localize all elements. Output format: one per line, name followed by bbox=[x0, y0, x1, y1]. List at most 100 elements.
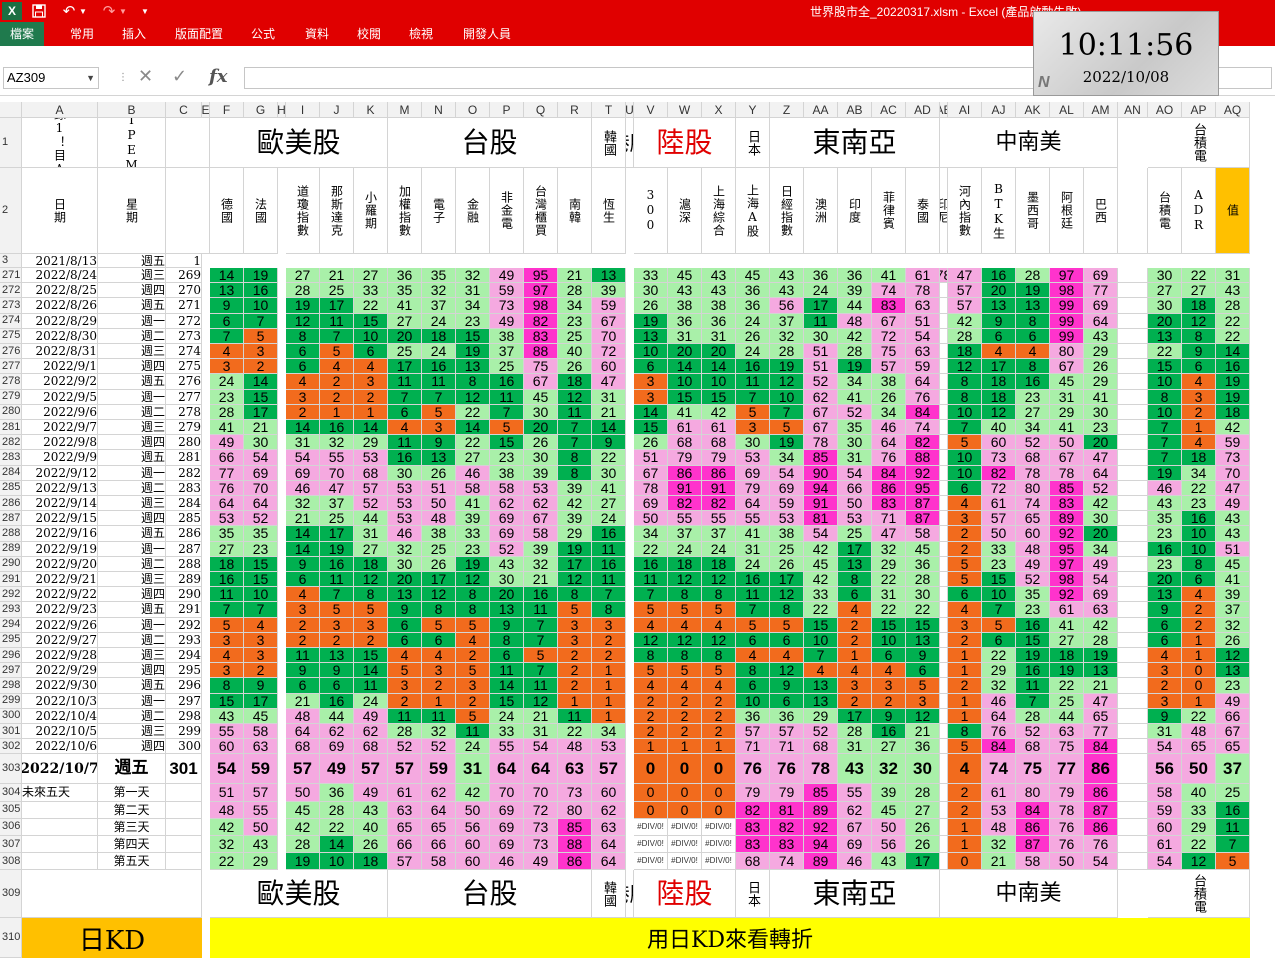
data-cell[interactable]: 92 bbox=[1050, 526, 1084, 542]
data-cell[interactable]: 3 bbox=[210, 632, 244, 648]
data-cell[interactable] bbox=[1118, 313, 1148, 329]
data-cell[interactable]: 16 bbox=[388, 450, 422, 466]
data-cell[interactable]: 98 bbox=[1050, 283, 1084, 299]
data-cell[interactable]: 67 bbox=[634, 465, 668, 481]
data-cell[interactable]: 28 bbox=[286, 283, 320, 299]
row-header[interactable]: 309 bbox=[0, 870, 22, 919]
data-cell[interactable]: 69 bbox=[490, 801, 524, 819]
cell-day[interactable]: 週二 bbox=[98, 480, 166, 496]
data-cell[interactable]: 56 bbox=[872, 836, 906, 854]
column-header[interactable]: AD bbox=[906, 102, 940, 118]
data-cell[interactable]: 79 bbox=[668, 450, 702, 466]
data-cell[interactable]: 9 bbox=[1148, 602, 1182, 618]
data-cell[interactable]: 67 bbox=[872, 313, 906, 329]
data-cell[interactable]: 5 bbox=[948, 739, 982, 755]
data-cell[interactable]: 0 bbox=[634, 801, 668, 819]
data-cell[interactable]: 40 bbox=[982, 420, 1016, 436]
section-header[interactable]: 港股 bbox=[626, 118, 634, 168]
data-cell[interactable]: 19 bbox=[456, 556, 490, 572]
data-cell[interactable]: 4 bbox=[244, 617, 278, 633]
data-cell[interactable]: 15 bbox=[1148, 359, 1182, 375]
data-cell[interactable]: 26 bbox=[422, 465, 456, 481]
data-cell[interactable]: 37 bbox=[490, 344, 524, 360]
data-cell[interactable]: 3 bbox=[354, 617, 388, 633]
data-cell[interactable]: 37 bbox=[702, 526, 736, 542]
data-cell[interactable]: 49 bbox=[1084, 556, 1118, 572]
data-cell[interactable]: 22 bbox=[456, 435, 490, 451]
data-cell[interactable]: 55 bbox=[244, 801, 278, 819]
data-cell[interactable]: 2 bbox=[948, 784, 982, 802]
data-cell[interactable]: 41 bbox=[1216, 572, 1250, 588]
data-cell[interactable]: 6 bbox=[948, 587, 982, 603]
data-cell[interactable]: 16 bbox=[1148, 541, 1182, 557]
data-cell[interactable] bbox=[1118, 708, 1148, 724]
data-cell[interactable]: 28 bbox=[558, 283, 592, 299]
data-cell[interactable]: 65 bbox=[1216, 739, 1250, 755]
data-cell[interactable]: 22 bbox=[804, 602, 838, 618]
data-cell[interactable]: 28 bbox=[320, 801, 354, 819]
data-cell[interactable]: 67 bbox=[592, 313, 626, 329]
data-cell[interactable]: 20 bbox=[1148, 313, 1182, 329]
data-cell[interactable]: 10 bbox=[702, 374, 736, 390]
data-cell[interactable] bbox=[940, 708, 948, 724]
data-cell[interactable]: 28 bbox=[286, 836, 320, 854]
data-cell[interactable]: 21 bbox=[286, 693, 320, 709]
column-label[interactable]: 上海A股 bbox=[736, 168, 770, 254]
data-cell[interactable]: 18 bbox=[1182, 450, 1216, 466]
data-cell[interactable] bbox=[1118, 496, 1148, 512]
data-cell[interactable]: 11 bbox=[736, 587, 770, 603]
data-cell[interactable] bbox=[940, 784, 948, 802]
data-cell[interactable]: 12 bbox=[422, 587, 456, 603]
data-cell[interactable]: 17 bbox=[906, 853, 940, 871]
data-cell[interactable]: 3 bbox=[948, 617, 982, 633]
data-cell[interactable] bbox=[1118, 739, 1148, 755]
row-header[interactable]: 281 bbox=[0, 420, 22, 436]
data-cell[interactable]: 29 bbox=[982, 663, 1016, 679]
data-cell[interactable]: 17 bbox=[770, 572, 804, 588]
data-cell[interactable]: 70 bbox=[592, 328, 626, 344]
data-cell[interactable] bbox=[940, 404, 948, 420]
data-cell[interactable]: 49 bbox=[490, 268, 524, 284]
data-cell[interactable]: 8 bbox=[456, 374, 490, 390]
data-cell[interactable]: 42 bbox=[558, 496, 592, 512]
data-cell[interactable]: 0 bbox=[702, 784, 736, 802]
row-header[interactable]: 277 bbox=[0, 359, 22, 375]
data-cell[interactable]: 16 bbox=[490, 374, 524, 390]
data-cell[interactable]: 6 bbox=[388, 617, 422, 633]
data-cell[interactable]: 15 bbox=[906, 617, 940, 633]
data-cell[interactable]: 15 bbox=[1016, 632, 1050, 648]
data-cell[interactable]: 14 bbox=[354, 663, 388, 679]
cell-day[interactable]: 週四 bbox=[98, 283, 166, 299]
data-cell[interactable]: 8 bbox=[1182, 556, 1216, 572]
data-cell[interactable]: 7 bbox=[524, 663, 558, 679]
data-cell[interactable]: 16 bbox=[1216, 359, 1250, 375]
cell-index[interactable]: 271 bbox=[166, 298, 202, 314]
cell-date[interactable]: 2022/9/23 bbox=[22, 602, 98, 618]
data-cell[interactable]: 10 bbox=[770, 389, 804, 405]
data-cell[interactable]: 28 bbox=[906, 784, 940, 802]
cell-index[interactable]: 288 bbox=[166, 556, 202, 572]
data-cell[interactable]: 11 bbox=[524, 602, 558, 618]
data-cell[interactable]: 78 bbox=[1050, 801, 1084, 819]
data-cell[interactable]: 21 bbox=[592, 404, 626, 420]
data-cell[interactable]: 30 bbox=[490, 572, 524, 588]
data-cell[interactable]: 67 bbox=[524, 374, 558, 390]
data-cell[interactable]: 18 bbox=[354, 853, 388, 871]
data-cell[interactable]: 88 bbox=[906, 450, 940, 466]
data-cell[interactable]: 77 bbox=[1050, 754, 1084, 785]
data-cell[interactable]: 22 bbox=[592, 450, 626, 466]
data-cell[interactable]: 71 bbox=[736, 739, 770, 755]
data-cell[interactable]: 45 bbox=[244, 708, 278, 724]
formula-input[interactable] bbox=[244, 67, 1272, 89]
data-cell[interactable]: 43 bbox=[354, 801, 388, 819]
data-cell[interactable]: 69 bbox=[286, 465, 320, 481]
data-cell[interactable]: 15 bbox=[982, 572, 1016, 588]
data-cell[interactable]: 10 bbox=[1148, 374, 1182, 390]
column-label[interactable]: 非金電 bbox=[490, 168, 524, 254]
data-cell[interactable]: 8 bbox=[668, 648, 702, 664]
column-header[interactable]: B bbox=[98, 102, 166, 118]
cell-day[interactable]: 第四天 bbox=[98, 836, 166, 854]
data-cell[interactable]: 18 bbox=[702, 556, 736, 572]
data-cell[interactable]: 29 bbox=[558, 526, 592, 542]
data-cell[interactable]: 7 bbox=[244, 602, 278, 618]
